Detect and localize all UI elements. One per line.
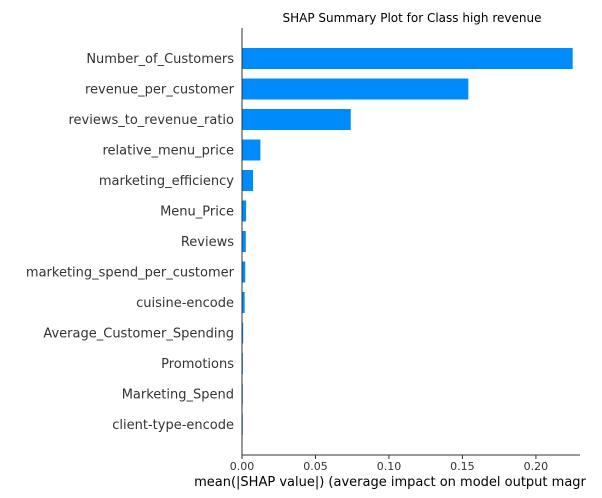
bar-marketing_spend_per_customer: [242, 261, 246, 283]
y-tick-label: reviews_to_revenue_ratio: [68, 113, 234, 128]
x-ticks: 0.00 0.05 0.10 0.15 0.20: [230, 455, 548, 473]
y-tick-label: Promotions: [161, 357, 234, 372]
y-tick-label: revenue_per_customer: [85, 83, 235, 98]
x-tick-label: 0.10: [377, 460, 402, 473]
x-tick-label: 0.20: [524, 460, 549, 473]
bars-group: [242, 48, 573, 435]
y-tick-label: Average_Customer_Spending: [43, 327, 234, 342]
bar-marketing_efficiency: [242, 170, 254, 191]
x-tick-label: 0.15: [450, 460, 475, 473]
y-tick-label: marketing_efficiency: [99, 174, 234, 189]
y-tick-label: client-type-encode: [112, 418, 234, 433]
y-tick-labels: Number_of_Customers revenue_per_customerr…: [26, 52, 235, 433]
bar-Reviews: [242, 231, 246, 252]
bar-relative_menu_price: [242, 139, 261, 161]
y-tick-label: cuisine-encode: [136, 296, 234, 311]
chart-title: SHAP Summary Plot for Class high revenue: [283, 11, 542, 25]
bar-reviews_to_revenue_ratio: [242, 109, 351, 130]
bar-cuisine-encode: [242, 292, 245, 313]
bar-Number_of_Customers: [242, 48, 573, 69]
x-tick-label: 0.05: [303, 460, 328, 473]
y-tick-label: Reviews: [181, 235, 234, 250]
x-axis-label: mean(|SHAP value|) (average impact on mo…: [194, 475, 586, 490]
y-tick-label: Number_of_Customers: [86, 52, 234, 67]
y-tick-label: relative_menu_price: [102, 144, 234, 159]
bar-revenue_per_customer: [242, 78, 469, 100]
y-tick-label: marketing_spend_per_customer: [26, 266, 235, 281]
y-tick-label: Marketing_Spend: [122, 388, 234, 403]
bar-Menu_Price: [242, 200, 247, 222]
bar-Average_Customer_Spending: [242, 322, 244, 344]
y-tick-label: Menu_Price: [160, 205, 234, 220]
x-tick-label: 0.00: [230, 460, 255, 473]
